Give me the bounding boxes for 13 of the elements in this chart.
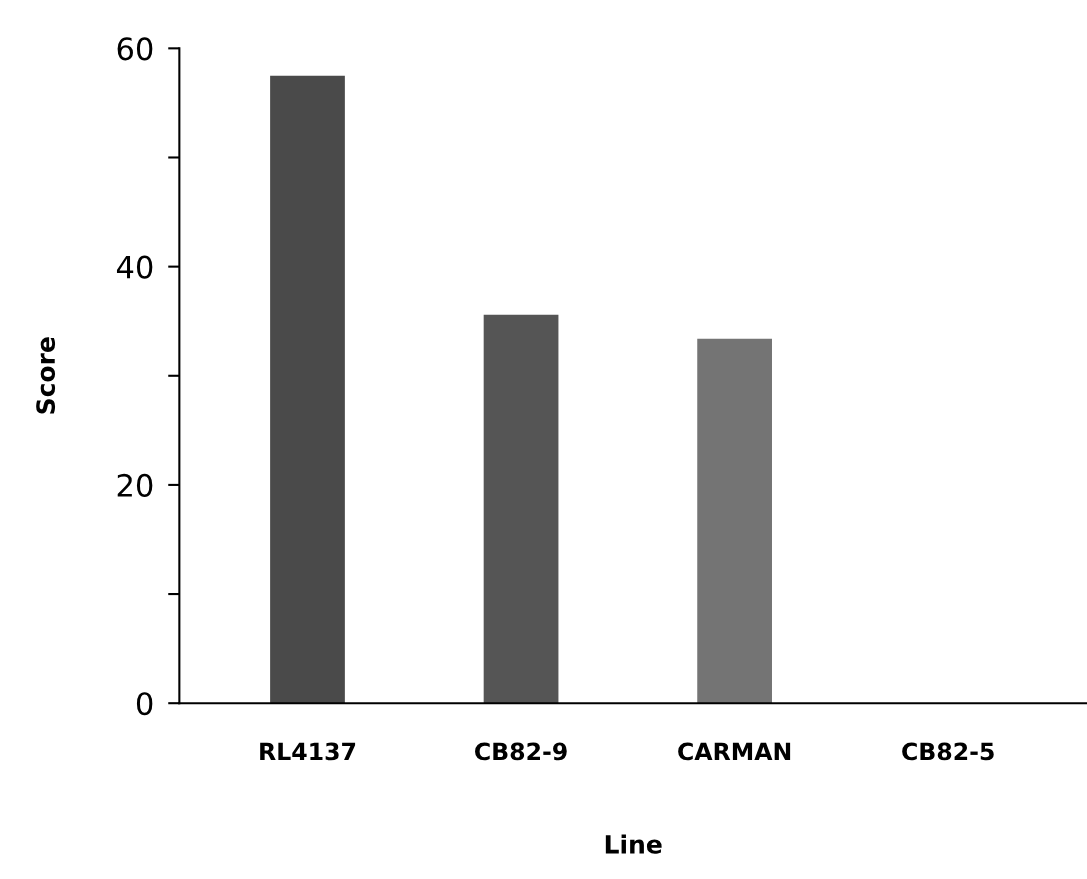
y-tick-label: 0: [136, 692, 153, 716]
y-tick-label: 60: [117, 37, 153, 61]
y-axis-title: Score: [36, 337, 56, 414]
x-axis-title: Line: [605, 834, 662, 854]
bar: [697, 338, 772, 704]
x-tick-label: RL4137: [260, 742, 356, 761]
bar: [270, 75, 345, 704]
x-tick-label: CB82-5: [902, 742, 994, 761]
bar: [483, 314, 559, 704]
x-tick-label: CARMAN: [678, 742, 791, 761]
x-tick-label: CB82-9: [475, 742, 567, 761]
y-tick-label: 20: [117, 473, 153, 497]
y-tick-label: 40: [116, 255, 153, 279]
